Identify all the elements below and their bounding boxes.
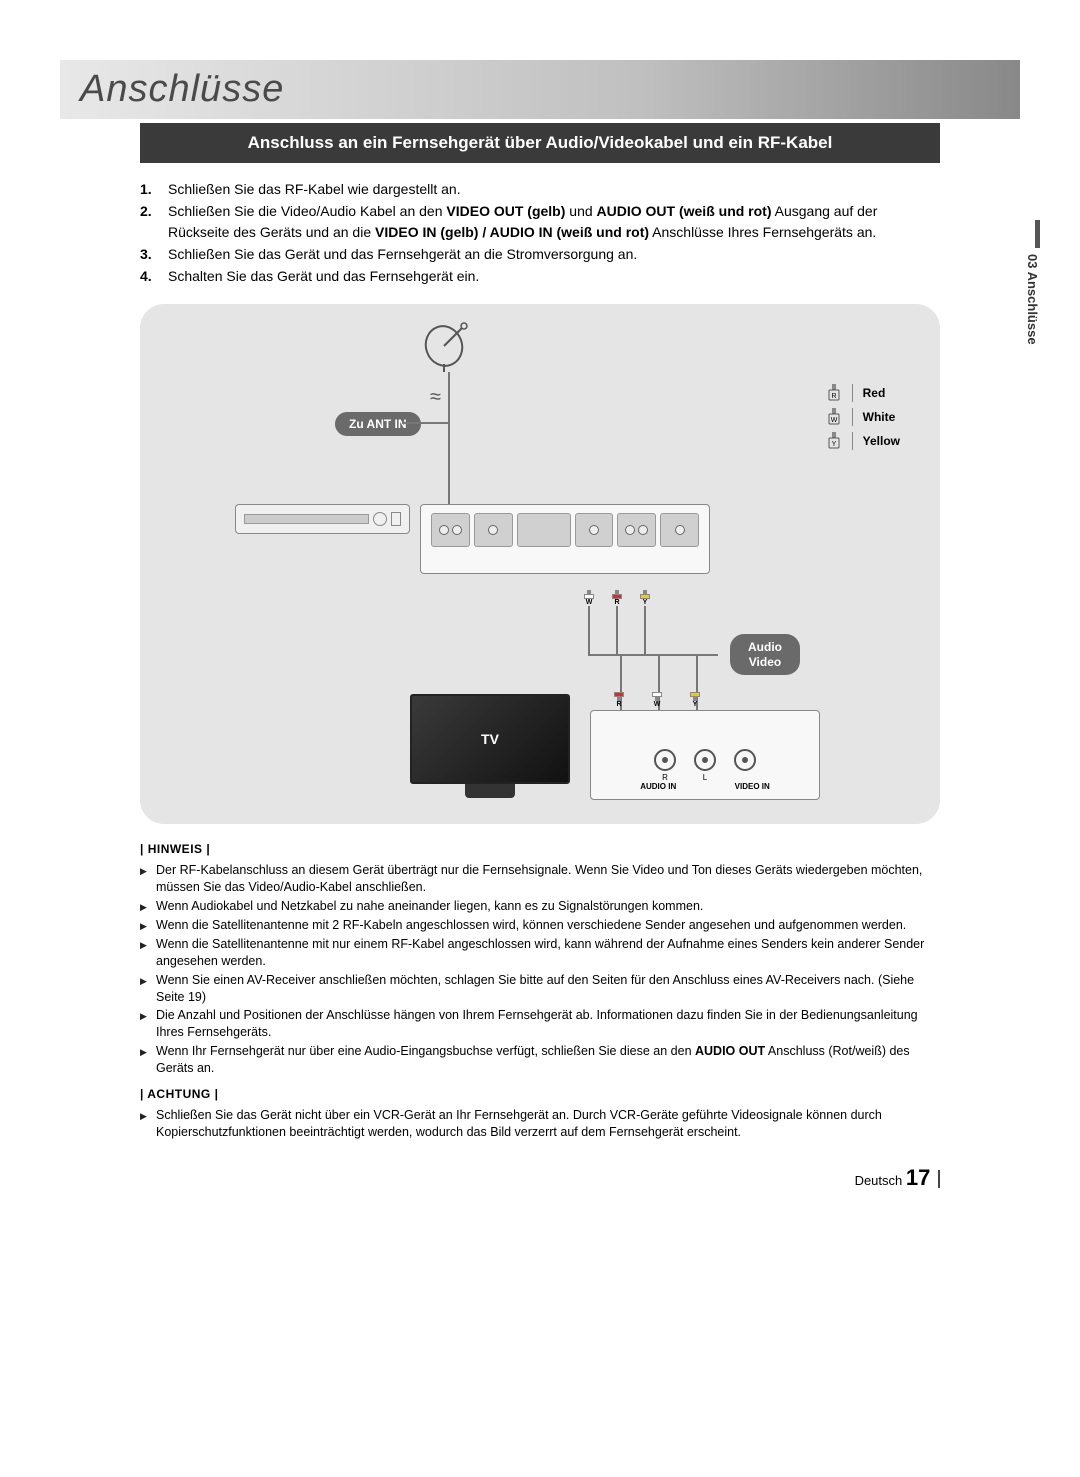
achtung-heading: | ACHTUNG | [140, 1087, 940, 1101]
hinweis-item: Der RF-Kabelanschluss an diesem Gerät üb… [140, 862, 940, 896]
rf-cable [448, 372, 450, 504]
hinweis-item: Wenn Ihr Fernsehgerät nur über eine Audi… [140, 1043, 940, 1077]
hinweis-item: Wenn die Satellitenantenne mit 2 RF-Kabe… [140, 917, 940, 934]
content: Schließen Sie das RF-Kabel wie dargestel… [140, 179, 940, 1141]
step-1: Schließen Sie das RF-Kabel wie dargestel… [140, 179, 940, 199]
legend-yellow: Y Yellow [826, 432, 900, 450]
plug-icon: Y [826, 432, 842, 450]
steps-list: Schließen Sie das RF-Kabel wie dargestel… [140, 179, 940, 286]
chapter-title: Anschlüsse [80, 68, 1000, 111]
hinweis-item: Wenn Audiokabel und Netzkabel zu nahe an… [140, 898, 940, 915]
hinweis-item: Wenn die Satellitenantenne mit nur einem… [140, 936, 940, 970]
page: Anschlüsse 03 Anschlüsse Anschluss an ei… [0, 0, 1080, 1231]
step-4: Schalten Sie das Gerät und das Fernsehge… [140, 266, 940, 286]
step-2: Schließen Sie die Video/Audio Kabel an d… [140, 201, 940, 242]
page-number: 17 [906, 1165, 930, 1190]
signal-wave-icon: ≈ [430, 386, 441, 409]
satellite-dish-icon [420, 322, 480, 372]
achtung-item: Schließen Sie das Gerät nicht über ein V… [140, 1107, 940, 1141]
legend-white: W White [826, 408, 900, 426]
rf-cable-h [402, 422, 448, 424]
device-rear-panel [420, 504, 710, 574]
plug-icon: R [826, 384, 842, 402]
svg-text:R: R [831, 393, 836, 400]
section-header: Anschluss an ein Fernsehgerät über Audio… [140, 123, 940, 163]
svg-text:W: W [830, 417, 837, 424]
rca-plugs-device: W R Y [582, 590, 652, 606]
rca-plugs-tv: R W Y [612, 692, 702, 708]
language-label: Deutsch [855, 1173, 903, 1188]
legend-red: R Red [826, 384, 900, 402]
chapter-title-bar: Anschlüsse [60, 60, 1020, 119]
color-legend: R Red W White Y Yellow [826, 384, 900, 456]
connection-diagram: ≈ Zu ANT IN R Red W White Y [140, 304, 940, 824]
hinweis-heading: | HINWEIS | [140, 842, 940, 856]
svg-text:Y: Y [831, 441, 836, 448]
page-footer: Deutsch 17 [60, 1165, 940, 1191]
achtung-list: Schließen Sie das Gerät nicht über ein V… [140, 1107, 940, 1141]
hinweis-item: Die Anzahl und Positionen der Anschlüsse… [140, 1007, 940, 1041]
device-front [235, 504, 410, 534]
hinweis-list: Der RF-Kabelanschluss an diesem Gerät üb… [140, 862, 940, 1077]
ant-in-label: Zu ANT IN [335, 412, 421, 436]
hinweis-item: Wenn Sie einen AV-Receiver anschließen m… [140, 972, 940, 1006]
tv-icon: TV [410, 694, 570, 804]
side-tab: 03 Anschlüsse [1025, 220, 1040, 345]
tv-input-panel: R L AUDIO IN VIDEO IN [590, 710, 820, 800]
audio-video-label: AudioVideo [730, 634, 800, 675]
step-3: Schließen Sie das Gerät und das Fernsehg… [140, 244, 940, 264]
plug-icon: W [826, 408, 842, 426]
